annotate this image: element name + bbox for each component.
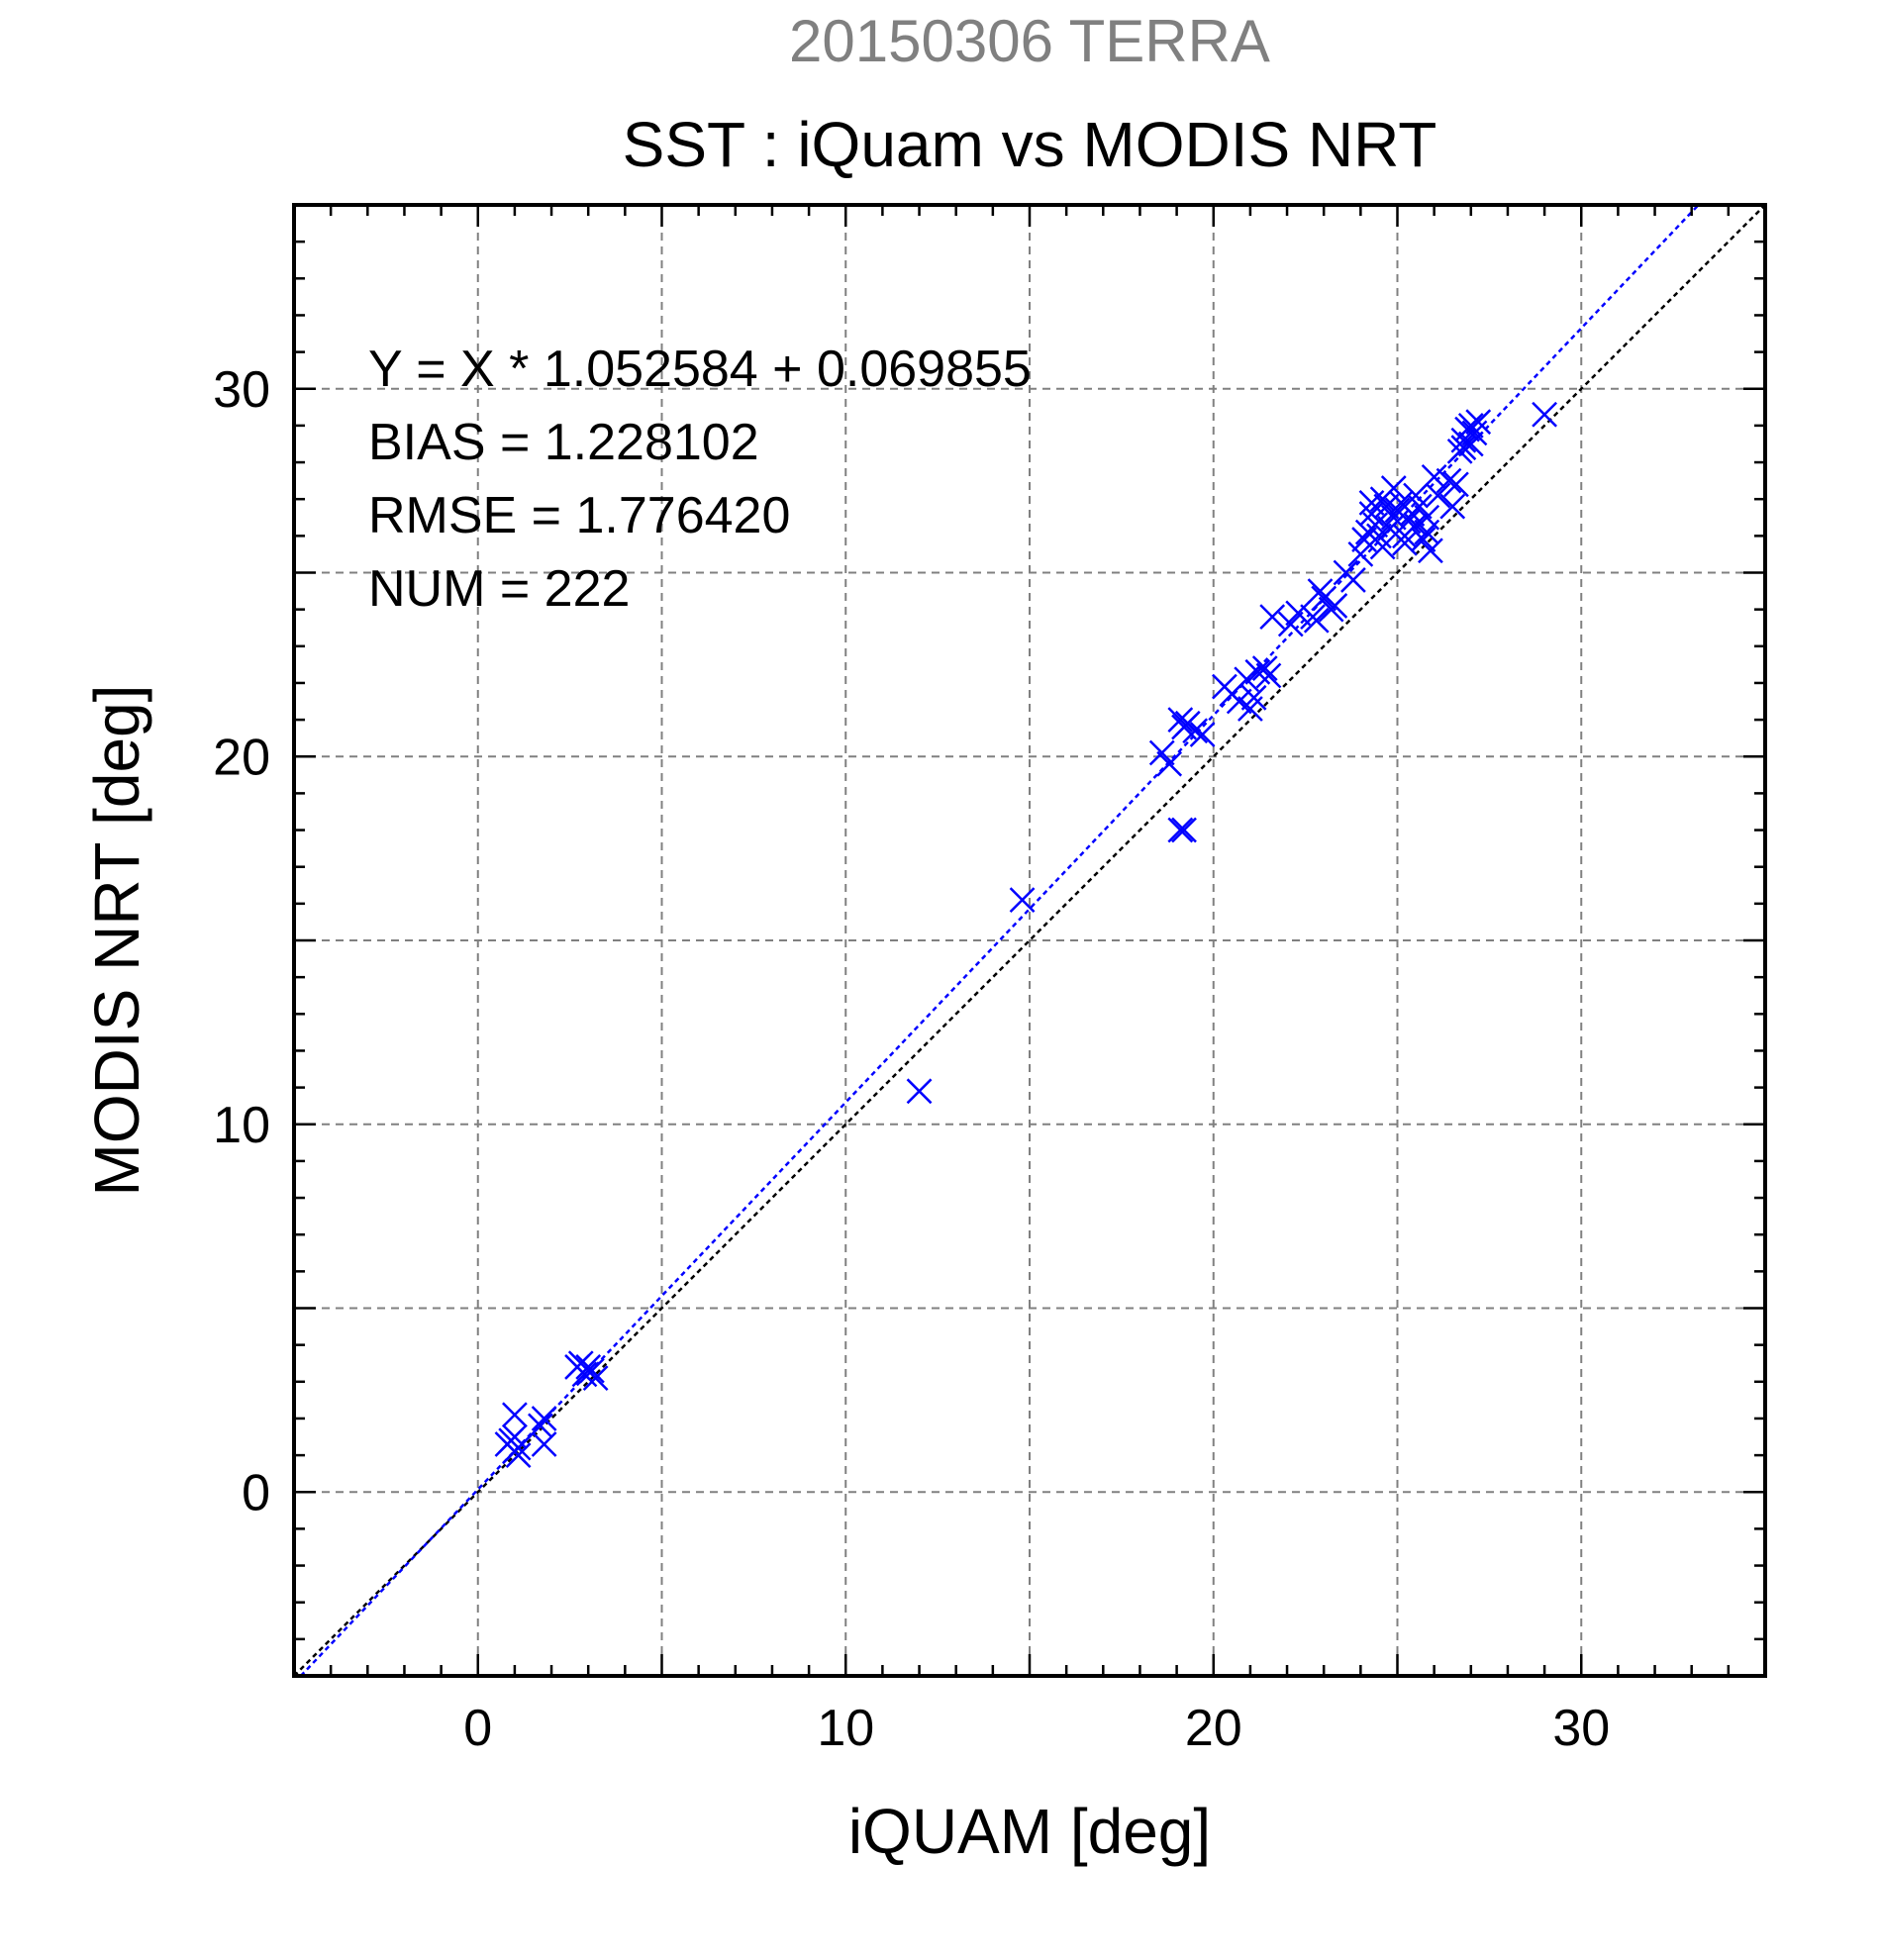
data-point [1285, 600, 1312, 627]
data-point [1167, 707, 1194, 733]
grid-lines [294, 205, 1765, 1676]
data-point [531, 1406, 557, 1431]
data-point [1226, 688, 1252, 715]
rmse-label: RMSE = 1.776420 [368, 487, 790, 544]
num-label: NUM = 222 [368, 560, 630, 618]
fit-equation-label: Y = X * 1.052584 + 0.069855 [368, 341, 1032, 398]
axis-ticks: 0 10 20 30 0 10 20 30 [213, 205, 1765, 1757]
data-point [1340, 567, 1366, 593]
data-point [579, 1357, 605, 1384]
data-point [1171, 817, 1197, 843]
chart-suptitle: 20150306 TERRA [789, 8, 1270, 74]
data-point [1167, 817, 1194, 843]
data-point [505, 1434, 532, 1461]
x-axis-label: iQUAM [deg] [848, 1796, 1211, 1867]
bias-label: BIAS = 1.228102 [368, 414, 759, 471]
data-point [1251, 655, 1278, 681]
data-point [531, 1431, 557, 1457]
plot-frame [292, 203, 1767, 1678]
data-point [1436, 467, 1462, 494]
data-point [1457, 431, 1484, 457]
data-point [1380, 475, 1407, 501]
data-point [1414, 504, 1440, 531]
x-tick-label: 30 [1552, 1700, 1610, 1757]
data-point [1322, 593, 1348, 619]
y-tick-label: 0 [242, 1464, 270, 1521]
data-point [1532, 401, 1557, 428]
data-point [1009, 887, 1036, 914]
x-tick-label: 10 [817, 1700, 874, 1757]
data-point [1450, 435, 1477, 461]
data-point [1277, 611, 1304, 637]
data-point [1443, 471, 1469, 498]
x-tick-label: 20 [1185, 1700, 1242, 1757]
data-point [1255, 662, 1282, 689]
data-point [906, 1078, 933, 1105]
data-point [1421, 464, 1447, 490]
data-point [1425, 482, 1451, 509]
data-point [505, 1442, 532, 1468]
data-point [1403, 512, 1429, 539]
chart-title: SST : iQuam vs MODIS NRT [623, 109, 1437, 180]
data-point [1418, 538, 1443, 564]
y-tick-label: 20 [213, 729, 270, 786]
data-point [1465, 409, 1492, 436]
data-point [1240, 684, 1267, 711]
data-point [528, 1413, 553, 1439]
data-point [1369, 534, 1396, 560]
data-point [1358, 490, 1385, 516]
data-point [1303, 607, 1330, 634]
y-tick-label: 30 [213, 361, 270, 419]
data-point [1259, 604, 1286, 630]
data-point [582, 1365, 609, 1391]
y-axis-label: MODIS NRT [deg] [81, 685, 152, 1197]
data-point [1189, 722, 1216, 747]
data-points [494, 401, 1557, 1468]
data-point [1156, 750, 1183, 777]
data-point [1311, 585, 1337, 612]
data-point [1457, 413, 1484, 439]
data-point [1234, 666, 1260, 693]
data-point [1439, 493, 1466, 520]
stats-annotation: Y = X * 1.052584 + 0.069855 BIAS = 1.228… [368, 341, 1032, 618]
x-tick-label: 0 [463, 1700, 492, 1757]
y-tick-label: 10 [213, 1097, 270, 1154]
data-point [502, 1402, 528, 1428]
data-point [1148, 739, 1175, 766]
data-point [1182, 718, 1209, 744]
data-point [1351, 527, 1377, 552]
